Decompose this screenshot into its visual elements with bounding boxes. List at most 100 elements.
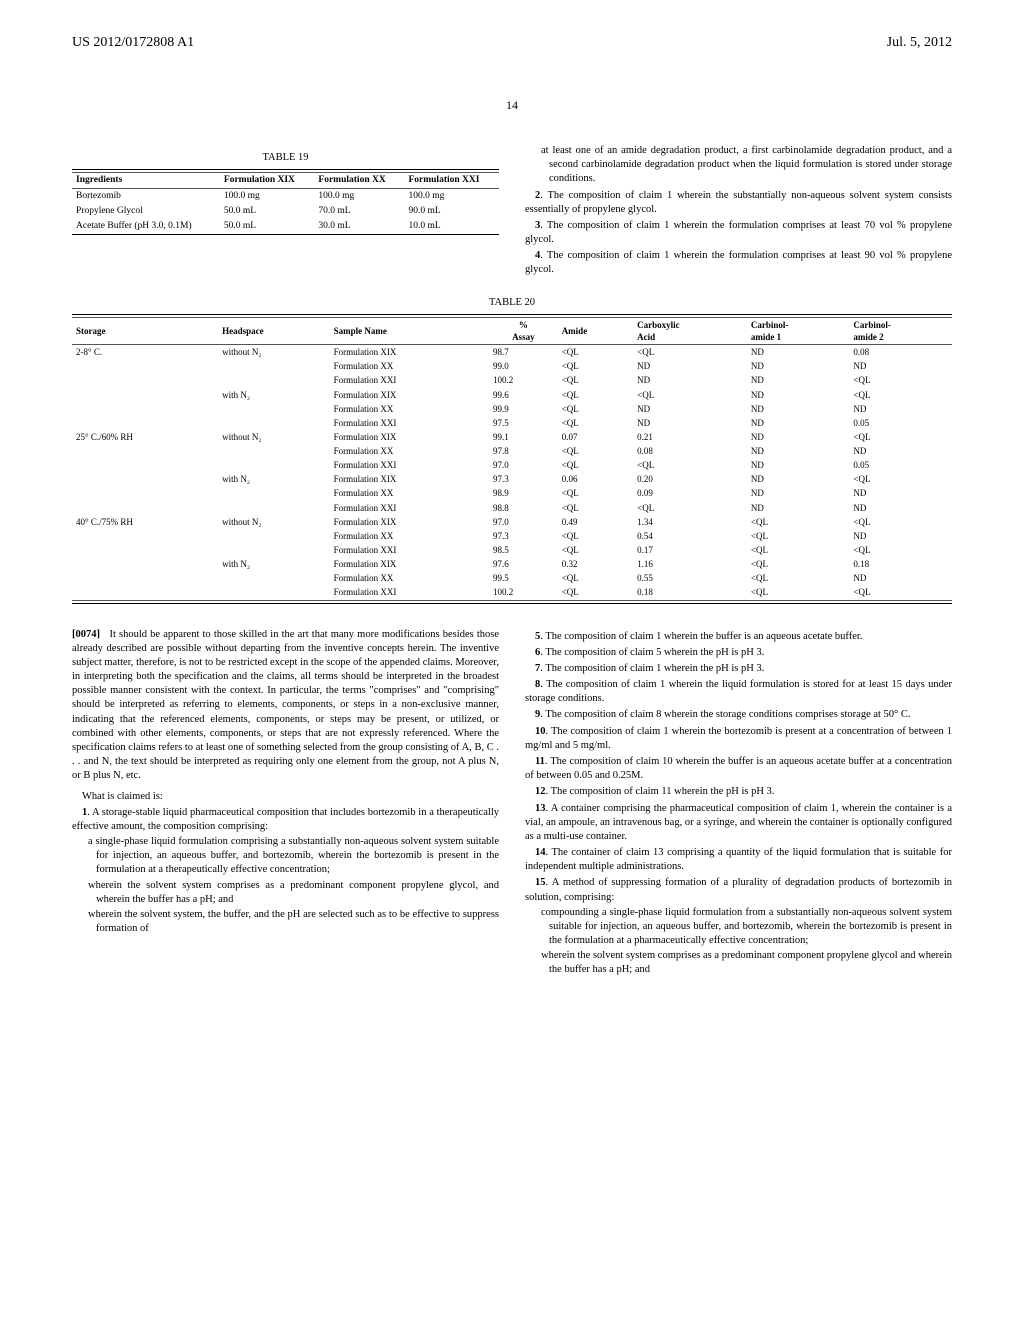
t20-r2c5: ND: [633, 373, 747, 387]
claim-4: 4. The composition of claim 1 wherein th…: [525, 249, 952, 277]
claim-15-num: 15: [535, 877, 546, 888]
t20-r14c1: [218, 543, 330, 557]
claim-1: 1. A storage-stable liquid pharmaceutica…: [72, 806, 499, 834]
claim1-continuation: at least one of an amide degradation pro…: [541, 144, 952, 187]
t20-r12c5: 1.34: [633, 515, 747, 529]
t20-r10c6: ND: [747, 486, 850, 500]
claim-14: 14. The container of claim 13 comprising…: [525, 846, 952, 874]
t20-r4c1: [218, 402, 330, 416]
claim-3-text: The composition of claim 1 wherein the f…: [525, 220, 952, 245]
table20-caption: TABLE 20: [72, 296, 952, 310]
t20-h1: Headspace: [218, 317, 330, 344]
t19-r1c2: 70.0 mL: [314, 204, 404, 219]
t20-r3c7: <QL: [849, 388, 952, 402]
claim-1-sub-2: wherein the solvent system, the buffer, …: [88, 908, 499, 936]
t20-r9c1: with N₂: [218, 472, 330, 486]
t20-r10c5: 0.09: [633, 486, 747, 500]
t20-r7c2: Formulation XX: [330, 444, 489, 458]
t20-r9c4: 0.06: [558, 472, 633, 486]
claim-7: 7. The composition of claim 1 wherein th…: [525, 662, 952, 676]
t20-r12c1: without N₂: [218, 515, 330, 529]
t20-r16c2: Formulation XX: [330, 571, 489, 585]
t20-r12c6: <QL: [747, 515, 850, 529]
t20-r14c3: 98.5: [489, 543, 558, 557]
t20-r12c3: 97.0: [489, 515, 558, 529]
t20-r6c3: 99.1: [489, 430, 558, 444]
t19-h2: Formulation XX: [314, 173, 404, 189]
t20-r11c5: <QL: [633, 501, 747, 515]
t20-r10c7: ND: [849, 486, 952, 500]
t20-r12c7: <QL: [849, 515, 952, 529]
claim-13-num: 13: [535, 803, 546, 814]
claim-13: 13. A container comprising the pharmaceu…: [525, 802, 952, 845]
t19-h1: Formulation XIX: [220, 173, 315, 189]
t20-r3c1: with N₂: [218, 388, 330, 402]
t20-r5c5: ND: [633, 416, 747, 430]
claim-14-num: 14: [535, 847, 546, 858]
t20-r6c6: ND: [747, 430, 850, 444]
t19-r2c1: 50.0 mL: [220, 219, 315, 234]
claim-5-num: 5: [535, 631, 540, 642]
t19-r2c0: Acetate Buffer (pH 3.0, 0.1M): [72, 219, 220, 234]
t19-h0: Ingredients: [72, 173, 220, 189]
t20-r10c4: <QL: [558, 486, 633, 500]
t20-r5c7: 0.05: [849, 416, 952, 430]
t20-r13c3: 97.3: [489, 529, 558, 543]
t20-r16c7: ND: [849, 571, 952, 585]
page-header: US 2012/0172808 A1 Jul. 5, 2012: [72, 34, 952, 53]
t20-r14c5: 0.17: [633, 543, 747, 557]
t20-r2c6: ND: [747, 373, 850, 387]
t20-r10c0: [72, 486, 218, 500]
t19-r0c2: 100.0 mg: [314, 189, 404, 204]
t20-r13c0: [72, 529, 218, 543]
t20-r14c2: Formulation XXI: [330, 543, 489, 557]
t20-r16c3: 99.5: [489, 571, 558, 585]
t20-r0c6: ND: [747, 345, 850, 360]
claim-1-num: 1: [82, 807, 87, 818]
claim-14-text: The container of claim 13 comprising a q…: [525, 847, 952, 872]
t20-h2: Sample Name: [330, 317, 489, 344]
t20-r12c0: 40° C./75% RH: [72, 515, 218, 529]
t20-r13c5: 0.54: [633, 529, 747, 543]
t20-r0c1: without N₂: [218, 345, 330, 360]
t20-r13c7: ND: [849, 529, 952, 543]
t20-r1c1: [218, 359, 330, 373]
t20-r13c4: <QL: [558, 529, 633, 543]
claim-11: 11. The composition of claim 10 wherein …: [525, 755, 952, 783]
claim-6-text: The composition of claim 5 wherein the p…: [545, 647, 764, 658]
t20-r11c3: 98.8: [489, 501, 558, 515]
t20-r2c3: 100.2: [489, 373, 558, 387]
t20-r3c5: <QL: [633, 388, 747, 402]
t20-r5c3: 97.5: [489, 416, 558, 430]
t20-r6c2: Formulation XIX: [330, 430, 489, 444]
t20-r9c3: 97.3: [489, 472, 558, 486]
t20-r11c0: [72, 501, 218, 515]
t20-r9c2: Formulation XIX: [330, 472, 489, 486]
t19-r0c3: 100.0 mg: [404, 189, 499, 204]
t20-h7: Carbinol-amide 2: [849, 317, 952, 344]
table20: StorageHeadspaceSample Name%AssayAmideCa…: [72, 314, 952, 604]
claim-1-sub-0: a single-phase liquid formulation compri…: [88, 835, 499, 878]
t19-r0c0: Bortezomib: [72, 189, 220, 204]
t20-r17c1: [218, 585, 330, 600]
t20-r6c0: 25° C./60% RH: [72, 430, 218, 444]
t20-r11c1: [218, 501, 330, 515]
t20-r8c0: [72, 458, 218, 472]
t20-r2c7: <QL: [849, 373, 952, 387]
t20-r1c6: ND: [747, 359, 850, 373]
t20-r0c0: 2-8° C.: [72, 345, 218, 360]
t20-r15c3: 97.6: [489, 557, 558, 571]
t20-r1c7: ND: [849, 359, 952, 373]
claim-8-text: The composition of claim 1 wherein the l…: [525, 679, 952, 704]
claim-2-num: 2: [535, 190, 540, 201]
t20-r13c1: [218, 529, 330, 543]
claim-2: 2. The composition of claim 1 wherein th…: [525, 189, 952, 217]
t20-r0c5: <QL: [633, 345, 747, 360]
claim-13-text: A container comprising the pharmaceutica…: [525, 803, 952, 842]
page-number: 14: [72, 97, 952, 113]
t20-r14c0: [72, 543, 218, 557]
t20-r8c1: [218, 458, 330, 472]
t20-r6c1: without N₂: [218, 430, 330, 444]
table19: Ingredients Formulation XIX Formulation …: [72, 169, 499, 237]
claim-7-text: The composition of claim 1 wherein the p…: [545, 663, 764, 674]
